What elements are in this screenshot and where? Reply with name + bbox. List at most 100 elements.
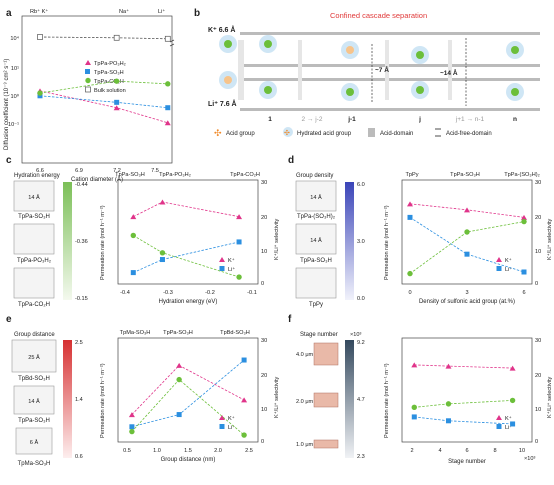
panel-d-top-3: TpPa-(SO₃H)₂: [504, 172, 540, 178]
panel-b-bubbles: [219, 35, 524, 101]
legend-d-li: Li⁺: [505, 266, 512, 273]
panel-e-xtick-1: 0.5: [123, 448, 131, 454]
panel-e-structures: 25 Å TpBd-SO₃H 14 Å TpPa-SO₃H 6 Å TpMa-S…: [11, 339, 57, 467]
chart-e-sel-point-2: [176, 376, 182, 383]
panel-f-heading: Stage number: [300, 332, 338, 338]
legend-acid-group: Acid group: [226, 131, 255, 137]
pore-e3: 6 Å: [30, 439, 39, 446]
chart-c-li-line: [133, 241, 240, 273]
legend-so3h: TpPa-SO₃H: [94, 70, 124, 76]
chart-f-li-point-1: [411, 414, 417, 420]
panel-a-letter: a: [6, 8, 12, 19]
panel-e-xtick-5: 2.5: [245, 448, 253, 454]
label-c-3: TpPa-CO₂H: [18, 302, 50, 308]
panel-b-dist2: ~14 Å: [440, 68, 458, 77]
panel-d-y2tick-3: 10: [535, 249, 541, 255]
panel-f-letter: f: [288, 314, 292, 325]
panel-c-xtick-4: -0.1: [247, 290, 257, 296]
panel-f-y2tick-1: 30: [535, 338, 541, 344]
chart-d-k-point-2: [464, 207, 470, 213]
structure-so3h: [13, 180, 55, 212]
stack-2um: [313, 392, 339, 408]
panel-a-series-4-line: [39, 36, 168, 40]
thickness-2: 2.0 μm: [296, 399, 314, 405]
panel-d-ylabel: Permeation rate (mol h⁻¹ m⁻²): [384, 205, 390, 280]
legend-f-k-marker: [496, 415, 502, 420]
legend-c-k-marker: [219, 257, 225, 262]
panel-e-y2tick-1: 30: [261, 338, 267, 344]
acid-group-icon: ✣: [214, 128, 222, 138]
panel-a-ytick-4: 10⁻¹: [8, 122, 19, 128]
stack-1um: [313, 439, 339, 449]
panel-d-y2tick-1: 30: [535, 180, 541, 186]
panel-c-bar-tick-3: -0.15: [75, 296, 88, 302]
chart-d-k-point-1: [407, 201, 413, 207]
structure-po3h2: [13, 223, 55, 255]
panel-a-series-2-point-2: [114, 99, 120, 105]
panel-a-series-1-point-2: [113, 105, 120, 111]
panel-f-legend: K⁺ Li⁺: [496, 415, 512, 431]
chart-f-sel-point-3: [509, 397, 516, 404]
structure-e2: [13, 385, 55, 415]
chart-f-li-point-3: [510, 421, 516, 427]
panel-c-xtick-3: -0.2: [205, 290, 215, 296]
stage-n: n: [513, 116, 517, 123]
panel-e-ylabel: Permeation rate (mol h⁻¹ m⁻²): [100, 363, 106, 438]
ion-n-a: [511, 46, 519, 54]
panel-f-ylabel: Permeation rate (mol h⁻¹ m⁻²): [384, 363, 390, 438]
panel-f-frame: [401, 337, 533, 443]
panel-e-top-1: TpMa-SO₃H: [120, 330, 151, 336]
chart-c-li-point-1: [130, 270, 136, 276]
legend-d-li-marker: [496, 266, 502, 271]
panel-a-ylabel: Diffusion coefficient (10⁻⁹ cm² s⁻¹): [3, 59, 10, 150]
ion-j-b: [416, 86, 424, 94]
structure-d2: [295, 223, 337, 255]
chart-e-k-point-3: [241, 397, 248, 403]
domain-1: [238, 40, 244, 100]
legend-d-k: K⁺: [505, 257, 512, 264]
panel-a-series-3-point-2: [113, 78, 120, 84]
panel-c-xtick-1: -0.4: [120, 290, 130, 296]
panel-e-y2tick-4: 0: [261, 439, 264, 445]
ion-n-b: [511, 88, 519, 96]
panel-d-top-2: TpPa-SO₃H: [450, 172, 480, 178]
label-c-2: TpPa-PO₃H₂: [17, 258, 52, 264]
panel-a-series-2-point-1: [37, 93, 43, 99]
acid-domain-icon: [368, 128, 375, 137]
panel-e-frame: [117, 337, 259, 443]
panel-e-plot: [128, 357, 248, 438]
legend-acid-free: Acid-free-domain: [446, 131, 492, 137]
panel-c-legend: K⁺ Li⁺: [219, 257, 235, 273]
panel-e-bar-tick-1: 2.5: [75, 340, 83, 346]
chart-d-k-point-3: [521, 214, 527, 220]
chart-d-sel-line: [409, 221, 525, 274]
stack-4um: [313, 342, 339, 366]
panel-a-ion-na: Na⁺: [119, 8, 129, 15]
structure-d1: [295, 180, 337, 212]
panel-a-series-2-line: [39, 95, 168, 109]
panel-e-y2tick-3: 10: [261, 407, 267, 413]
hydrated-acid-icon: [283, 127, 293, 137]
domain-4: [448, 40, 452, 100]
panel-e-bar-tick-2: 1.4: [75, 397, 83, 403]
chart-e-sel-point-1: [129, 428, 135, 435]
panel-a-legend: TpPa-PO₃H₂ TpPa-SO₃H TpPa-CO₂H Bulk solu…: [85, 60, 126, 94]
panel-d-top-1: TpPy: [405, 172, 418, 178]
chart-d-sel-point-2: [464, 229, 470, 235]
panel-a-xtick-2: 6.9: [75, 168, 83, 174]
panel-c-y2tick-4: 0: [261, 281, 264, 287]
panel-b-li-label: Li⁺ 7.6 Å: [208, 99, 237, 108]
panel-e-y2tick-2: 20: [261, 373, 267, 379]
panel-b-dist1: ~7 Å: [375, 65, 389, 74]
panel-a-ytick-1: 10⁴: [10, 35, 19, 42]
legend-c-li: Li⁺: [228, 266, 235, 273]
panel-c-plot: [130, 199, 243, 280]
panel-c-structures: 14 Å TpPa-SO₃H TpPa-PO₃H₂ TpPa-CO₂H: [13, 180, 55, 308]
panel-e-xtick-4: 2.0: [214, 448, 222, 454]
panel-e-xlabel: Group distance (nm): [161, 457, 216, 463]
panel-c-bar-tick-2: -0.36: [75, 239, 88, 245]
panel-a-xtick-4: 7.5: [151, 168, 159, 174]
panel-a-axis-break-2: [169, 43, 175, 47]
panel-f-xmult: ×10³: [524, 456, 535, 462]
